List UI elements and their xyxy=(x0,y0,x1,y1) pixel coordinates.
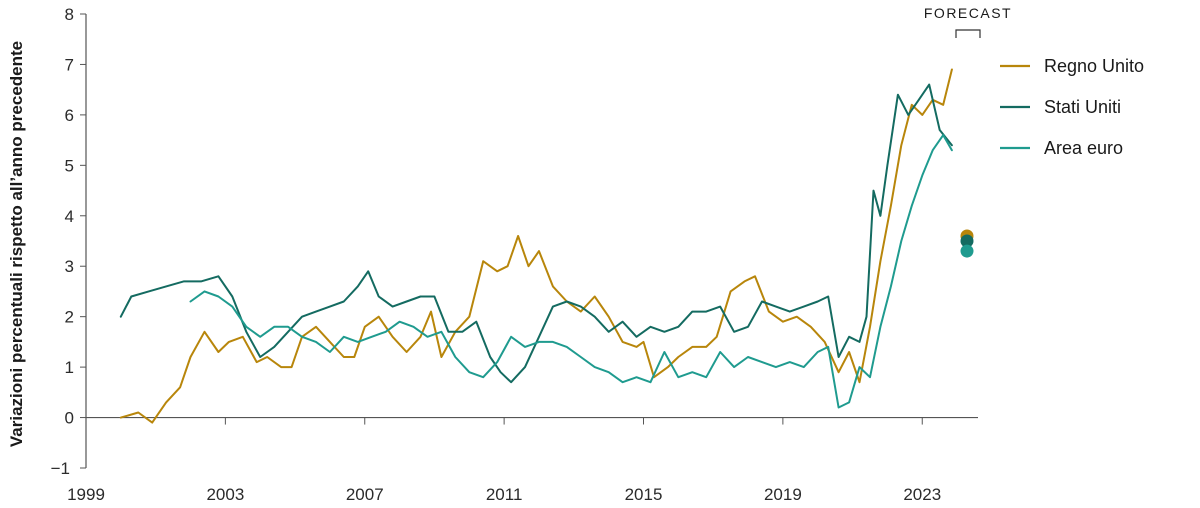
legend-label-2: Area euro xyxy=(1044,138,1123,158)
series-line-1 xyxy=(119,83,953,384)
y-tick-label: 8 xyxy=(65,5,74,24)
x-tick-label: 2011 xyxy=(486,485,523,504)
x-tick-label: 2019 xyxy=(764,485,802,504)
y-tick-label: 5 xyxy=(65,156,74,175)
series-line-2 xyxy=(189,134,953,409)
x-tick-label: 1999 xyxy=(67,485,105,504)
y-tick-label: 3 xyxy=(65,257,74,276)
forecast-layer xyxy=(955,29,981,258)
axes: −1 0 1 2 3 4 5 6 7 8 1999 2003 2007 2011 2015 2019 2023 xyxy=(51,5,978,504)
x-tick-label: 2003 xyxy=(206,485,244,504)
x-tick-label: 2015 xyxy=(625,485,663,504)
y-tick-label: 1 xyxy=(65,358,74,377)
series-line-0 xyxy=(119,68,953,424)
x-tick-label: 2007 xyxy=(346,485,384,504)
series-layer xyxy=(119,68,953,424)
y-tick-label: 4 xyxy=(65,207,74,226)
legend-label-0: Regno Unito xyxy=(1044,56,1144,76)
y-tick-label: 7 xyxy=(65,55,74,74)
forecast-label: FORECAST xyxy=(924,5,1012,21)
y-axis-label: Variazioni percentuali rispetto all’anno… xyxy=(7,41,26,447)
y-tick-label: −1 xyxy=(51,459,70,478)
y-tick-label: 2 xyxy=(65,308,74,327)
x-tick-label: 2023 xyxy=(903,485,941,504)
legend: Regno Unito Stati Uniti Area euro xyxy=(1000,56,1144,158)
forecast-point-2 xyxy=(960,244,974,258)
legend-label-1: Stati Uniti xyxy=(1044,97,1121,117)
y-tick-label: 6 xyxy=(65,106,74,125)
forecast-point-1 xyxy=(960,234,974,248)
y-tick-label: 0 xyxy=(65,409,74,428)
forecast-bracket xyxy=(955,29,981,38)
